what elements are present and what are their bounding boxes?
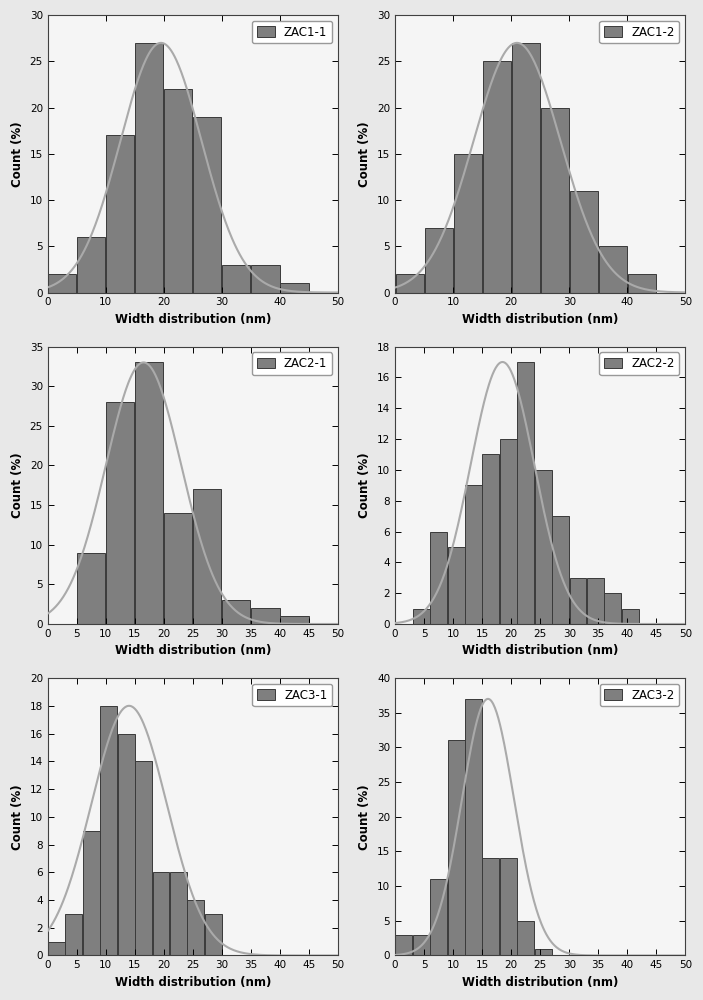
Legend: ZAC3-1: ZAC3-1: [252, 684, 332, 706]
Bar: [517, 362, 534, 624]
Bar: [621, 609, 638, 624]
Bar: [106, 402, 134, 624]
Bar: [135, 43, 163, 293]
Bar: [205, 914, 221, 955]
Y-axis label: Count (%): Count (%): [11, 784, 24, 850]
Bar: [222, 600, 250, 624]
Bar: [425, 228, 453, 293]
Bar: [448, 740, 465, 955]
Bar: [170, 872, 187, 955]
Y-axis label: Count (%): Count (%): [359, 452, 371, 518]
Legend: ZAC1-1: ZAC1-1: [252, 21, 332, 43]
Bar: [187, 900, 205, 955]
Bar: [448, 547, 465, 624]
Bar: [396, 274, 424, 293]
Bar: [77, 553, 105, 624]
Bar: [483, 61, 511, 293]
X-axis label: Width distribution (nm): Width distribution (nm): [115, 976, 271, 989]
Bar: [482, 858, 499, 955]
Bar: [541, 108, 569, 293]
Bar: [430, 532, 447, 624]
Bar: [135, 761, 152, 955]
Bar: [101, 706, 117, 955]
Bar: [465, 699, 482, 955]
Bar: [605, 593, 621, 624]
Bar: [453, 154, 482, 293]
Bar: [48, 942, 65, 955]
Bar: [193, 489, 221, 624]
Bar: [252, 265, 280, 293]
Bar: [413, 935, 430, 955]
Legend: ZAC1-2: ZAC1-2: [600, 21, 679, 43]
Bar: [83, 831, 100, 955]
Bar: [512, 43, 540, 293]
Bar: [552, 516, 569, 624]
Bar: [193, 117, 221, 293]
Legend: ZAC3-2: ZAC3-2: [600, 684, 679, 706]
Bar: [117, 734, 134, 955]
Bar: [153, 872, 169, 955]
Bar: [252, 608, 280, 624]
Bar: [465, 485, 482, 624]
Y-axis label: Count (%): Count (%): [359, 784, 371, 850]
Bar: [569, 578, 586, 624]
Bar: [280, 616, 309, 624]
Legend: ZAC2-1: ZAC2-1: [252, 352, 332, 375]
Bar: [165, 513, 193, 624]
Bar: [280, 283, 309, 293]
Bar: [135, 362, 163, 624]
X-axis label: Width distribution (nm): Width distribution (nm): [462, 313, 619, 326]
Y-axis label: Count (%): Count (%): [11, 121, 24, 187]
Bar: [77, 237, 105, 293]
X-axis label: Width distribution (nm): Width distribution (nm): [115, 644, 271, 657]
Bar: [222, 265, 250, 293]
Bar: [106, 135, 134, 293]
X-axis label: Width distribution (nm): Width distribution (nm): [115, 313, 271, 326]
Bar: [628, 274, 656, 293]
Bar: [535, 470, 552, 624]
Legend: ZAC2-2: ZAC2-2: [600, 352, 679, 375]
X-axis label: Width distribution (nm): Width distribution (nm): [462, 644, 619, 657]
Bar: [430, 879, 447, 955]
Bar: [49, 274, 77, 293]
Y-axis label: Count (%): Count (%): [359, 121, 371, 187]
Bar: [482, 454, 499, 624]
X-axis label: Width distribution (nm): Width distribution (nm): [462, 976, 619, 989]
Bar: [587, 578, 604, 624]
Bar: [395, 935, 412, 955]
Bar: [569, 191, 598, 293]
Bar: [517, 921, 534, 955]
Bar: [500, 858, 517, 955]
Bar: [413, 609, 430, 624]
Bar: [500, 439, 517, 624]
Bar: [65, 914, 82, 955]
Bar: [599, 246, 627, 293]
Bar: [535, 949, 552, 955]
Y-axis label: Count (%): Count (%): [11, 452, 24, 518]
Bar: [165, 89, 193, 293]
